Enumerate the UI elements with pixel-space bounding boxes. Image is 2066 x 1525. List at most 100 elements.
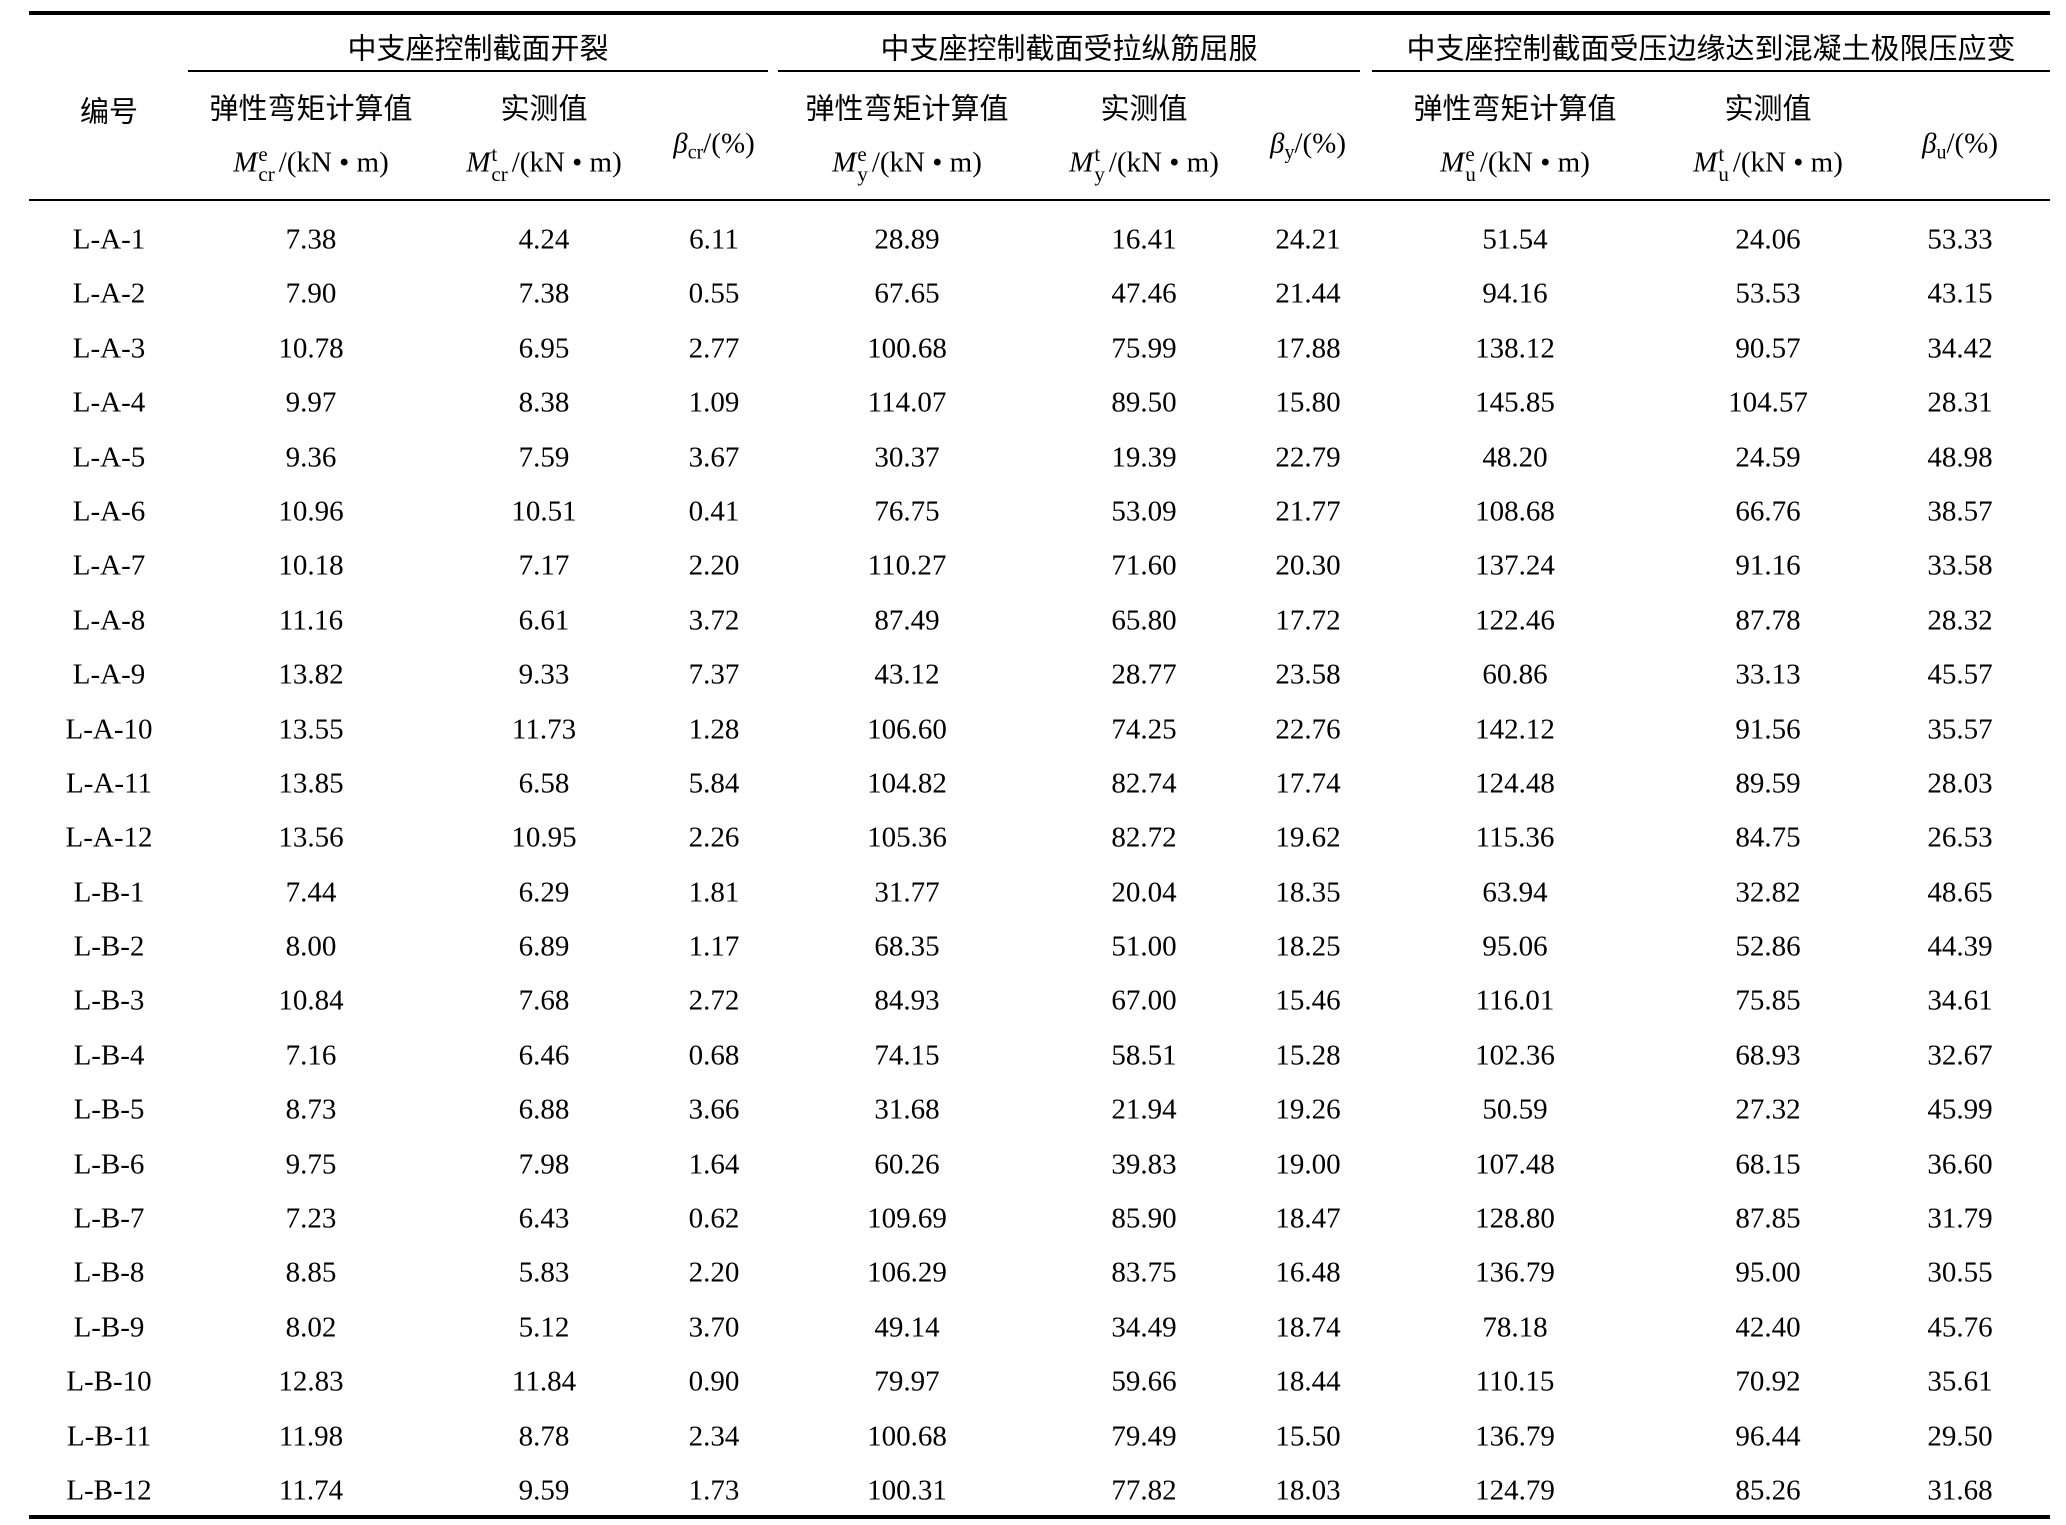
- cell: 106.29: [867, 1256, 947, 1289]
- cell: 19.00: [1275, 1148, 1341, 1181]
- cell: 95.00: [1735, 1256, 1801, 1289]
- cell: 31.68: [1927, 1474, 1993, 1507]
- cell: 21.77: [1275, 495, 1341, 528]
- cell: 1.17: [688, 930, 740, 963]
- cell: 7.17: [518, 549, 570, 582]
- cell: 13.82: [278, 658, 344, 691]
- cell: 0.41: [688, 495, 740, 528]
- cell: 10.18: [278, 549, 344, 582]
- unit: /(%): [703, 127, 755, 160]
- cell: 87.78: [1735, 604, 1801, 637]
- row-id: L-A-10: [65, 713, 153, 746]
- bottom-rule: [29, 1515, 2050, 1519]
- cell: 51.00: [1111, 930, 1177, 963]
- cell: 34.49: [1111, 1311, 1177, 1344]
- cell: 10.95: [511, 821, 577, 854]
- cell: 31.68: [874, 1093, 940, 1126]
- cell: 49.14: [874, 1311, 940, 1344]
- cell: 11.98: [278, 1420, 344, 1453]
- cell: 3.67: [688, 441, 740, 474]
- cell: 32.82: [1735, 876, 1801, 909]
- cell: 60.26: [874, 1148, 940, 1181]
- cell: 9.97: [285, 386, 337, 419]
- row-id: L-B-6: [73, 1148, 145, 1181]
- cell: 9.36: [285, 441, 337, 474]
- symbol: M: [832, 146, 857, 179]
- cell: 82.74: [1111, 767, 1177, 800]
- cell: 3.72: [688, 604, 740, 637]
- cell: 21.94: [1111, 1093, 1177, 1126]
- cell: 15.50: [1275, 1420, 1341, 1453]
- cell: 18.03: [1275, 1474, 1341, 1507]
- cell: 29.50: [1927, 1420, 1993, 1453]
- superscript: e: [1465, 142, 1475, 167]
- row-id: L-A-1: [72, 223, 146, 256]
- cell: 136.79: [1475, 1420, 1555, 1453]
- cell: 47.46: [1111, 277, 1177, 310]
- cell: 91.56: [1735, 713, 1801, 746]
- cell: 58.51: [1111, 1039, 1177, 1072]
- cell: 50.59: [1482, 1093, 1548, 1126]
- row-id: L-A-3: [72, 332, 146, 365]
- cell: 10.84: [278, 984, 344, 1017]
- cell: 68.35: [874, 930, 940, 963]
- cell: 35.57: [1927, 713, 1993, 746]
- cell: 82.72: [1111, 821, 1177, 854]
- column-label: 实测值: [500, 93, 588, 126]
- cell: 94.16: [1482, 277, 1548, 310]
- cell: 8.38: [518, 386, 570, 419]
- cell: 11.16: [278, 604, 344, 637]
- cell: 6.58: [518, 767, 570, 800]
- cell: 27.32: [1735, 1093, 1801, 1126]
- cell: 87.85: [1735, 1202, 1801, 1235]
- cell: 63.94: [1482, 876, 1548, 909]
- cell: 142.12: [1475, 713, 1555, 746]
- cell: 10.78: [278, 332, 344, 365]
- group-rule: [778, 70, 1360, 72]
- symbol: β: [1270, 127, 1285, 160]
- cell: 107.48: [1475, 1148, 1555, 1181]
- cell: 78.18: [1482, 1311, 1548, 1344]
- cell: 74.15: [874, 1039, 940, 1072]
- row-id: L-B-9: [73, 1311, 145, 1344]
- cell: 105.36: [867, 821, 947, 854]
- symbol: β: [1922, 127, 1937, 160]
- cell: 2.26: [688, 821, 740, 854]
- subscript: u: [1718, 162, 1729, 186]
- cell: 34.61: [1927, 984, 1993, 1017]
- cell: 145.85: [1475, 386, 1555, 419]
- cell: 100.31: [867, 1474, 947, 1507]
- symbol: M: [1069, 146, 1094, 179]
- cell: 74.25: [1111, 713, 1177, 746]
- cell: 7.23: [285, 1202, 337, 1235]
- cell: 89.50: [1111, 386, 1177, 419]
- cell: 6.11: [689, 223, 739, 256]
- cell: 85.90: [1111, 1202, 1177, 1235]
- cell: 138.12: [1475, 332, 1555, 365]
- cell: 60.86: [1482, 658, 1548, 691]
- cell: 53.33: [1927, 223, 1993, 256]
- cell: 18.35: [1275, 876, 1341, 909]
- cell: 70.92: [1735, 1365, 1801, 1398]
- cell: 68.93: [1735, 1039, 1801, 1072]
- cell: 2.20: [688, 1256, 740, 1289]
- row-id: L-B-5: [73, 1093, 145, 1126]
- cell: 21.44: [1275, 277, 1341, 310]
- group-title: 中支座控制截面受压边缘达到混凝土极限压应变: [1406, 33, 2016, 66]
- cell: 7.37: [688, 658, 740, 691]
- cell: 48.98: [1927, 441, 1993, 474]
- column-symbol: βy/(%): [1270, 127, 1346, 163]
- cell: 43.12: [874, 658, 940, 691]
- cell: 13.56: [278, 821, 344, 854]
- subscript: cr: [258, 162, 275, 186]
- subscript: u: [1465, 162, 1476, 186]
- cell: 3.70: [688, 1311, 740, 1344]
- symbol: M: [466, 146, 491, 179]
- column-symbol: βu/(%): [1922, 127, 1998, 163]
- cell: 100.68: [867, 332, 947, 365]
- unit: /(kN • m): [1108, 146, 1219, 179]
- cell: 6.46: [518, 1039, 570, 1072]
- cell: 67.65: [874, 277, 940, 310]
